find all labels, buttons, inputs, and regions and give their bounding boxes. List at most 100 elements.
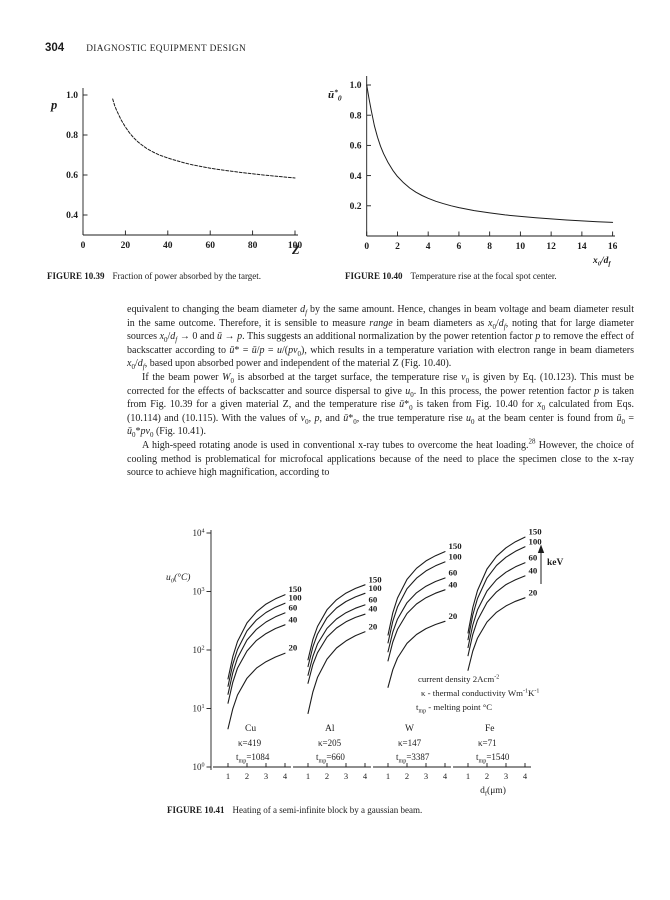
curve-w-150kev [387, 551, 446, 636]
curve-fe-40kev [467, 575, 526, 657]
curve-label-20kev: 20 [289, 643, 298, 653]
group-kappa-label: κ=147 [398, 738, 422, 748]
caption-label: FIGURE 10.41 [167, 805, 225, 815]
caption-label: FIGURE 10.40 [345, 271, 403, 281]
curve-al-20kev [307, 631, 366, 715]
x-tick-label: 14 [577, 242, 587, 252]
curve-w-100kev [387, 561, 446, 644]
curve-label-100kev: 100 [529, 536, 543, 546]
curve-fe-60kev [467, 562, 526, 649]
kev-arrow-head [537, 544, 545, 553]
x-tick-label: 60 [205, 241, 215, 251]
curve-w-60kev [387, 577, 446, 653]
curve-cu-40kev [227, 624, 286, 704]
curve-label-40kev: 40 [289, 614, 298, 624]
group-melting-label: tmp=1084 [236, 752, 270, 765]
page-header: 304 DIAGNOSTIC EQUIPMENT DESIGN [45, 42, 246, 54]
data-curve [366, 84, 614, 223]
curve-label-60kev: 60 [289, 602, 298, 612]
curve-cu-60kev [227, 612, 286, 695]
x-tick-label: 6 [457, 242, 462, 252]
x-tick-label: 0 [81, 241, 86, 251]
curve-label-40kev: 40 [369, 604, 378, 614]
x-tick-label: 0 [364, 242, 369, 252]
x-tick-label: 80 [248, 241, 258, 251]
curve-label-60kev: 60 [449, 568, 458, 578]
y-tick-label: 0.6 [350, 142, 362, 152]
x-tick-label: 10 [516, 242, 526, 252]
x-axis-label: x0/df [592, 256, 611, 268]
y-tick-label: 0.4 [350, 172, 362, 182]
figure-10-39-chart: 0.4 0.6 0.8 1.0 0 20 40 60 80 100 p Z [50, 88, 303, 257]
y-tick-label: 0.8 [66, 131, 78, 141]
caption-text: Heating of a semi-infinite block by a ga… [232, 805, 423, 815]
curve-al-100kev [307, 592, 366, 668]
curve-w-40kev [387, 589, 446, 662]
figure-10-41-caption: FIGURE 10.41 Heating of a semi-infinite b… [167, 805, 422, 815]
curve-fe-150kev [467, 536, 526, 634]
curve-al-40kev [307, 613, 366, 684]
x-tick-label: 2 [325, 771, 329, 781]
group-kappa-label: κ=419 [238, 738, 262, 748]
paragraph: If the beam power W0 is absorbed at the … [127, 371, 635, 440]
x-tick-label: 20 [121, 241, 131, 251]
x-tick-label: 2 [395, 242, 400, 252]
curve-al-150kev [307, 584, 366, 661]
x-tick-label: 8 [487, 242, 492, 252]
y-tick-label: 101 [192, 704, 204, 714]
x-tick-label: 3 [344, 771, 348, 781]
figure-10-40-caption: FIGURE 10.40 Temperature rise at the foca… [345, 271, 557, 281]
curve-fe-20kev [467, 597, 526, 671]
group-kappa-label: κ=71 [478, 738, 497, 748]
curve-label-20kev: 20 [369, 621, 378, 631]
paragraph: equivalent to changing the beam diameter… [127, 304, 635, 372]
curve-cu-100kev [227, 602, 286, 687]
x-axis-label: df(μm) [480, 785, 506, 798]
curve-label-20kev: 20 [529, 587, 538, 597]
body-text: equivalent to changing the beam diameter… [127, 303, 634, 480]
x-tick-label: 16 [608, 242, 618, 252]
annotation-text: tmp - melting point °C [416, 702, 492, 715]
curve-w-20kev [387, 620, 446, 688]
curve-label-100kev: 100 [369, 583, 383, 593]
x-tick-label: 1 [226, 771, 230, 781]
y-tick-label: 0.4 [66, 211, 78, 221]
page-number: 304 [45, 42, 65, 54]
curve-cu-150kev [227, 594, 286, 680]
group-label-al: Al [325, 724, 335, 734]
x-tick-label: 100 [288, 241, 303, 251]
y-axis-label: u0(°C) [166, 572, 190, 585]
curve-fe-100kev [467, 546, 526, 641]
kev-legend-label: keV [547, 558, 564, 568]
y-tick-label: 104 [192, 528, 204, 538]
figure-10-39-caption: FIGURE 10.39 Fraction of power absorbed b… [47, 271, 261, 281]
x-tick-label: 3 [424, 771, 428, 781]
group-melting-label: tmp=1540 [476, 752, 510, 765]
x-tick-label: 2 [245, 771, 249, 781]
x-tick-label: 2 [405, 771, 409, 781]
curve-label-100kev: 100 [289, 593, 303, 603]
x-tick-label: 2 [485, 771, 489, 781]
group-label-fe: Fe [485, 724, 495, 734]
y-tick-label: 0.6 [66, 171, 78, 181]
x-tick-label: 40 [163, 241, 173, 251]
curve-label-150kev: 150 [369, 574, 383, 584]
group-melting-label: tmp=660 [316, 752, 345, 765]
x-axis-label: Z [291, 243, 300, 257]
group-label-w: W [405, 724, 414, 734]
caption-text: Fraction of power absorbed by the target… [112, 271, 262, 281]
data-curve [112, 98, 296, 179]
x-tick-label: 4 [283, 771, 288, 781]
x-tick-label: 3 [504, 771, 508, 781]
y-tick-label: 0.8 [350, 111, 362, 121]
y-axis-label: p [50, 98, 57, 112]
curve-label-40kev: 40 [529, 565, 538, 575]
x-tick-label: 1 [306, 771, 310, 781]
y-tick-label: 100 [192, 762, 204, 772]
x-tick-label: 1 [466, 771, 470, 781]
running-head: DIAGNOSTIC EQUIPMENT DESIGN [86, 44, 247, 54]
x-tick-label: 12 [546, 242, 556, 252]
y-tick-label: 0.2 [350, 202, 362, 212]
